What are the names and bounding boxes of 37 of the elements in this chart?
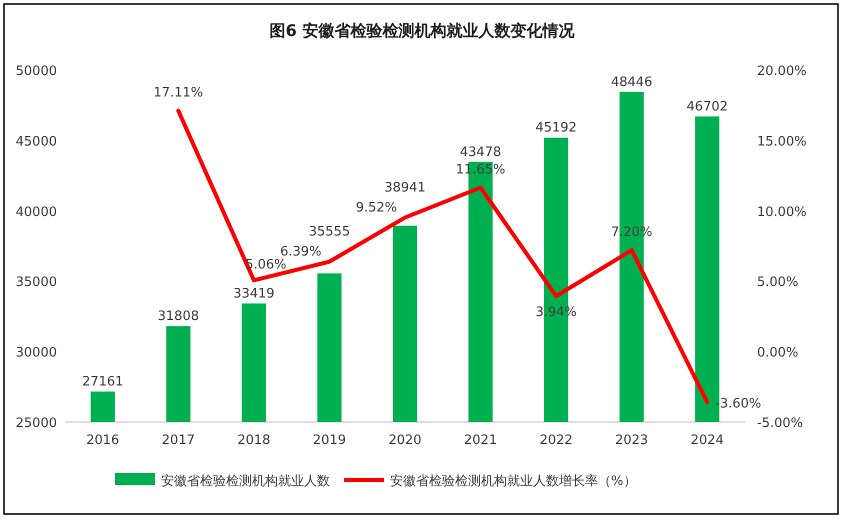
y2-tick-label: 10.00% [757, 204, 807, 220]
x-tick-label: 2023 [615, 433, 648, 448]
x-tick-label: 2017 [162, 433, 195, 448]
legend-label: 安徽省检验检测机构就业人数 [161, 473, 330, 489]
data-label: 48446 [610, 74, 652, 90]
y-tick-label: 40000 [16, 204, 57, 220]
y2-tick-label: 5.00% [757, 275, 798, 290]
data-label: 11.65% [456, 162, 506, 178]
data-label: 9.52% [356, 200, 397, 216]
data-label: 46702 [686, 99, 728, 114]
data-label: 45192 [535, 120, 577, 136]
x-tick-label: 2021 [464, 433, 498, 448]
data-label: 38941 [384, 180, 426, 196]
y2-tick-label: 15.00% [757, 134, 807, 150]
data-label: 33419 [233, 286, 275, 302]
x-tick-label: 2024 [690, 433, 724, 448]
y-tick-label: 25000 [16, 416, 57, 431]
x-tick-label: 2016 [86, 433, 120, 448]
y-tick-label: 35000 [16, 275, 57, 290]
x-tick-label: 2018 [237, 433, 270, 448]
data-label: 43478 [460, 144, 502, 160]
x-tick-label: 2022 [540, 433, 573, 448]
y-tick-label: 45000 [16, 134, 57, 150]
y-tick-label: 30000 [16, 346, 57, 361]
data-label: 31808 [158, 309, 200, 324]
data-label: 35555 [308, 224, 350, 240]
legend-label: 安徽省检验检测机构就业人数增长率（%） [390, 473, 636, 489]
data-label: 6.39% [280, 244, 322, 260]
x-tick-label: 2019 [312, 433, 346, 448]
x-tick-label: 2020 [388, 433, 422, 448]
y2-tick-label: -5.00% [757, 416, 803, 431]
chart-title: 图6 安徽省检验检测机构就业人数变化情况 [270, 21, 576, 40]
data-label: 27161 [82, 374, 124, 390]
y2-tick-label: 0.00% [757, 346, 798, 361]
data-label: 17.11% [154, 86, 204, 101]
y-tick-label: 50000 [16, 64, 57, 79]
y2-tick-label: 20.00% [757, 64, 807, 79]
